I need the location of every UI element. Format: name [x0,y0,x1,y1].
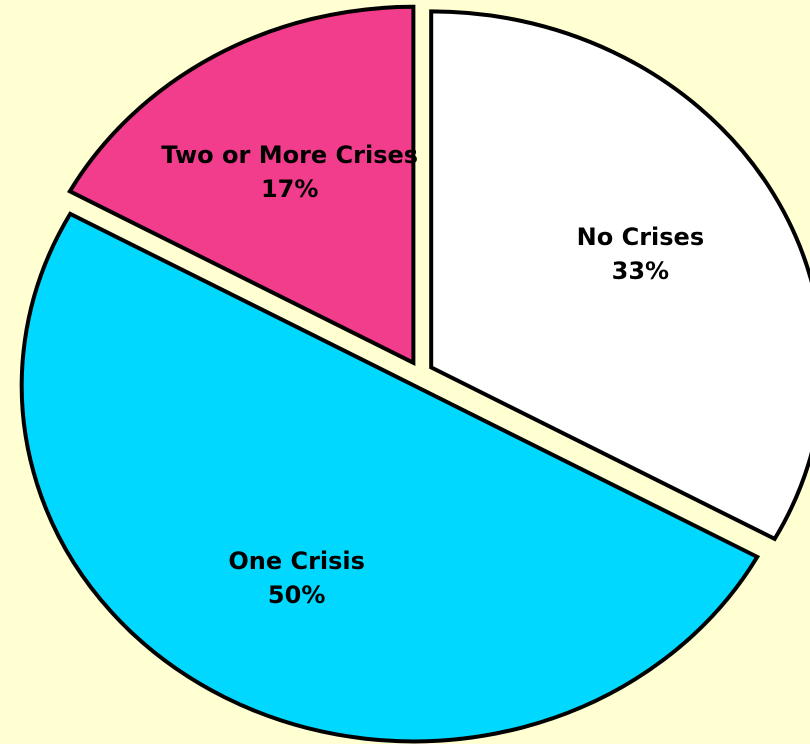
slice-label: One Crisis [228,547,365,575]
slice-value-label: 50% [268,581,325,609]
slice-value-label: 17% [261,175,318,203]
pie-slice [67,4,416,367]
slice-label: No Crises [577,223,704,251]
pie-slice [19,211,761,743]
pie-slice [429,9,810,542]
slice-value-label: 33% [612,257,669,285]
slice-label: Two or More Crises [161,141,418,169]
